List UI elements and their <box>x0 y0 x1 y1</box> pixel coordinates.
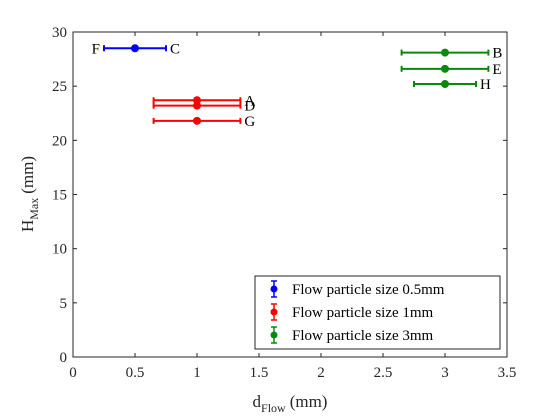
point-label: B <box>492 46 502 62</box>
y-axis-label: HMax(mm) <box>18 156 41 232</box>
legend-box <box>254 275 501 350</box>
point-label: F <box>92 41 100 57</box>
point-label: A <box>244 93 255 109</box>
point-label: C <box>170 41 180 57</box>
x-tick-label: 1.5 <box>250 365 269 381</box>
y-tick-label: 25 <box>52 79 67 95</box>
data-point <box>441 64 449 73</box>
data-point <box>131 44 139 53</box>
data-point <box>193 116 201 125</box>
y-tick-label: 10 <box>52 242 67 258</box>
legend-marker <box>270 308 278 316</box>
legend-item: Flow particle size 1mm <box>270 303 434 321</box>
data-point <box>441 48 449 57</box>
x-tick-label: 3 <box>441 365 449 381</box>
point-label: G <box>244 114 255 130</box>
x-tick-label: 0 <box>69 365 77 381</box>
x-tick-label: 0.5 <box>126 365 145 381</box>
point-label: H <box>480 77 491 93</box>
legend-marker <box>270 285 278 293</box>
y-tick-label: 20 <box>52 133 67 149</box>
x-tick-label: 1 <box>193 365 201 381</box>
x-axis: 0 0.5 1 1.5 2 2.5 3 3.5 <box>69 32 516 381</box>
data-point <box>193 101 201 110</box>
y-axis: 0 5 10 15 20 25 30 <box>52 25 507 366</box>
y-tick-label: 15 <box>52 188 67 204</box>
point-label: E <box>492 62 501 78</box>
x-tick-label: 2.5 <box>374 365 393 381</box>
y-tick-label: 0 <box>60 350 68 366</box>
legend-marker <box>270 331 278 339</box>
y-tick-label: 30 <box>52 25 67 41</box>
series: ADG <box>152 93 255 130</box>
x-tick-label: 3.5 <box>498 365 517 381</box>
data-point <box>441 80 449 88</box>
x-axis-label: dFlow (mm) <box>253 392 328 415</box>
series: BEH <box>400 46 502 93</box>
legend-label: Flow particle size 3mm <box>292 328 434 344</box>
legend-item: Flow particle size 3mm <box>270 326 434 344</box>
legend-item: Flow particle size 0.5mm <box>270 280 445 298</box>
point-label: D <box>244 99 255 115</box>
x-tick-label: 2 <box>317 365 325 381</box>
legend-label: Flow particle size 1mm <box>292 305 434 321</box>
y-tick-label: 5 <box>60 296 68 312</box>
legend: Flow particle size 0.5mm Flow particle si… <box>254 275 501 350</box>
legend-label: Flow particle size 0.5mm <box>292 282 445 298</box>
